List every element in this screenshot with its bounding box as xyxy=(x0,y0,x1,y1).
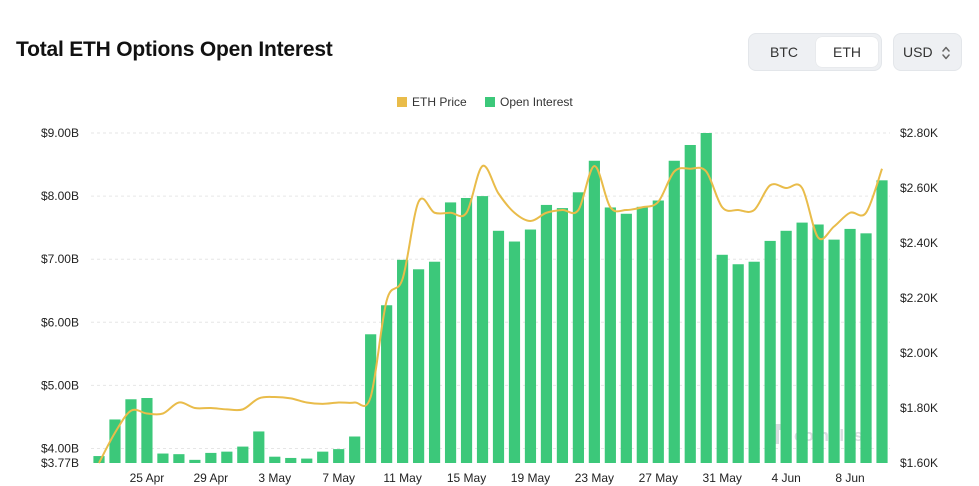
x-tick-label: 15 May xyxy=(447,471,486,485)
x-tick-label: 4 Jun xyxy=(771,471,800,485)
open-interest-bar[interactable] xyxy=(492,230,505,463)
tab-btc[interactable]: BTC xyxy=(770,44,798,60)
open-interest-bar[interactable] xyxy=(237,446,249,463)
open-interest-bar[interactable] xyxy=(812,224,824,463)
chart-legend: ETH Price Open Interest xyxy=(397,95,573,109)
open-interest-bar[interactable] xyxy=(269,456,281,463)
open-interest-bar[interactable] xyxy=(349,436,361,464)
x-tick-label: 23 May xyxy=(575,471,614,485)
open-interest-bar[interactable] xyxy=(157,453,169,463)
asset-toggle: BTC ETH xyxy=(748,33,882,71)
open-interest-bar[interactable] xyxy=(556,208,569,463)
open-interest-bar[interactable] xyxy=(636,206,648,463)
open-interest-bar[interactable] xyxy=(860,233,872,463)
currency-select[interactable]: USD xyxy=(893,33,962,71)
open-interest-bar[interactable] xyxy=(173,454,185,463)
open-interest-bar[interactable] xyxy=(125,399,137,463)
open-interest-bar[interactable] xyxy=(540,204,553,463)
open-interest-bar[interactable] xyxy=(748,261,760,463)
open-interest-bar[interactable] xyxy=(476,196,489,463)
open-interest-bars xyxy=(93,133,888,464)
open-interest-bar[interactable] xyxy=(413,269,425,463)
x-tick-label: 31 May xyxy=(703,471,742,485)
x-axis: 25 Apr 29 Apr 3 May 7 May 11 May 15 May 19 May… xyxy=(130,471,865,485)
open-interest-bar[interactable] xyxy=(460,197,473,464)
open-interest-bar[interactable] xyxy=(381,305,393,463)
open-interest-bar[interactable] xyxy=(285,457,297,463)
y-right-tick-label: $2.80K xyxy=(900,126,938,140)
y-left-tick-label: $8.00B xyxy=(41,189,79,203)
open-interest-bar[interactable] xyxy=(253,431,265,463)
eth-price-line xyxy=(98,164,883,464)
open-interest-bar[interactable] xyxy=(652,200,664,463)
y-axis-left: $4.00B $5.00B $6.00B $7.00B $8.00B $9.00B $3.7… xyxy=(41,126,79,470)
x-tick-label: 3 May xyxy=(258,471,291,485)
open-interest-bar[interactable] xyxy=(428,261,441,463)
open-interest-bar[interactable] xyxy=(109,419,121,463)
y-right-tick-label: $2.00K xyxy=(900,346,938,360)
legend-label-eth-price[interactable]: ETH Price xyxy=(412,95,467,109)
x-tick-label: 7 May xyxy=(322,471,355,485)
open-interest-bar[interactable] xyxy=(221,451,233,463)
x-tick-label: 11 May xyxy=(383,471,421,485)
open-interest-bar[interactable] xyxy=(301,458,313,463)
open-interest-bar[interactable] xyxy=(700,133,712,463)
open-interest-bar[interactable] xyxy=(317,451,329,463)
open-interest-bar[interactable] xyxy=(572,192,584,463)
open-interest-bar[interactable] xyxy=(397,259,409,463)
open-interest-bar[interactable] xyxy=(588,160,600,463)
open-interest-bar[interactable] xyxy=(604,207,616,463)
y-axis-right: $1.60K $1.80K $2.00K $2.20K $2.40K $2.60K $2.8… xyxy=(900,126,938,470)
currency-select-value: USD xyxy=(903,44,933,60)
y-right-tick-label: $2.60K xyxy=(900,181,938,195)
open-interest-bar[interactable] xyxy=(780,230,792,463)
y-left-tick-label: $4.00B xyxy=(41,441,79,455)
legend-swatch-eth-price[interactable] xyxy=(397,97,407,107)
open-interest-bar[interactable] xyxy=(205,452,217,463)
open-interest-bar[interactable] xyxy=(764,240,776,463)
open-interest-bar[interactable] xyxy=(524,229,537,463)
x-tick-label: 25 Apr xyxy=(130,471,165,485)
open-interest-bar[interactable] xyxy=(141,398,153,463)
open-interest-bar[interactable] xyxy=(844,228,856,463)
open-interest-bar[interactable] xyxy=(444,202,457,463)
y-right-tick-label: $1.80K xyxy=(900,401,938,415)
x-tick-label: 27 May xyxy=(639,471,678,485)
chevron-up-down-icon xyxy=(942,46,950,60)
y-left-tick-label: $5.00B xyxy=(41,378,79,392)
page-title: Total ETH Options Open Interest xyxy=(16,38,333,61)
open-interest-bar[interactable] xyxy=(668,160,680,463)
open-interest-bar[interactable] xyxy=(684,144,696,464)
open-interest-bar[interactable] xyxy=(732,264,744,463)
open-interest-bar[interactable] xyxy=(828,239,840,463)
y-left-tick-label: $9.00B xyxy=(41,126,79,140)
y-right-tick-label: $2.20K xyxy=(900,291,938,305)
tab-eth[interactable]: ETH xyxy=(816,37,878,67)
gridlines xyxy=(91,132,890,449)
open-interest-bar[interactable] xyxy=(93,456,105,463)
x-tick-label: 19 May xyxy=(511,471,550,485)
open-interest-bar[interactable] xyxy=(508,241,521,463)
open-interest-bar[interactable] xyxy=(333,449,345,463)
open-interest-bar[interactable] xyxy=(189,459,201,463)
open-interest-bar[interactable] xyxy=(620,213,632,463)
open-interest-bar[interactable] xyxy=(796,222,808,463)
open-interest-bar[interactable] xyxy=(716,254,728,463)
y-right-tick-label: $2.40K xyxy=(900,236,938,250)
y-left-min-label: $3.77B xyxy=(41,456,79,470)
legend-swatch-open-interest[interactable] xyxy=(485,97,495,107)
legend-label-open-interest[interactable]: Open Interest xyxy=(500,95,573,109)
eth-price-series-line[interactable] xyxy=(98,164,883,464)
x-tick-label: 29 Apr xyxy=(193,471,228,485)
y-right-tick-label: $1.60K xyxy=(900,456,938,470)
x-tick-label: 8 Jun xyxy=(835,471,864,485)
y-left-tick-label: $6.00B xyxy=(41,315,79,329)
y-left-tick-label: $7.00B xyxy=(41,252,79,266)
open-interest-bar[interactable] xyxy=(876,180,888,463)
